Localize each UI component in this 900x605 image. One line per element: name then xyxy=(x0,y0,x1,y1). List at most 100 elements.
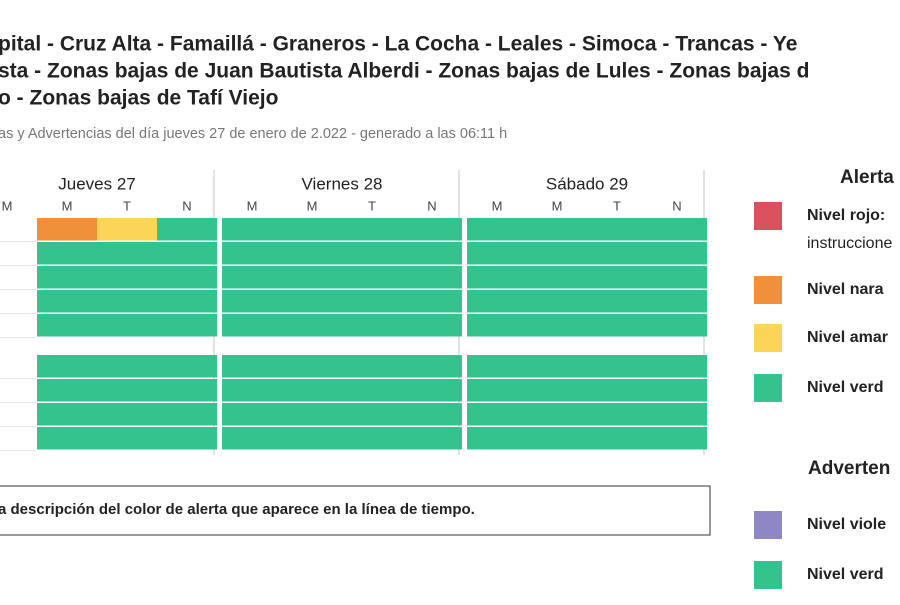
timeline-cell xyxy=(647,218,707,241)
timeline-cell xyxy=(97,290,157,313)
legend-swatch xyxy=(754,374,782,402)
timeline-cell xyxy=(647,403,707,426)
timeline-cell xyxy=(37,314,97,337)
legend-title: Adverten xyxy=(808,458,890,479)
timeline-cell xyxy=(222,290,282,313)
title-line: sta - Zonas bajas de Juan Bautista Alber… xyxy=(0,60,809,83)
timeline-cell xyxy=(342,314,402,337)
timeline-cell xyxy=(282,266,342,289)
timeline-cell xyxy=(402,242,462,265)
period-label: M xyxy=(247,198,258,213)
timeline-cell xyxy=(402,403,462,426)
timeline-cell xyxy=(342,427,402,450)
title-line: o - Zonas bajas de Tafí Viejo xyxy=(0,87,278,110)
timeline-cell xyxy=(527,379,587,402)
timeline-cell xyxy=(587,379,647,402)
timeline-cell xyxy=(402,218,462,241)
timeline-cell xyxy=(157,290,217,313)
timeline-cell xyxy=(37,266,97,289)
timeline-cell xyxy=(157,242,217,265)
timeline-cell xyxy=(222,379,282,402)
timeline-cell xyxy=(37,218,97,241)
timeline-cell xyxy=(342,242,402,265)
timeline-cell xyxy=(342,290,402,313)
timeline-cell xyxy=(467,427,527,450)
timeline-cell xyxy=(282,427,342,450)
timeline-cell xyxy=(37,355,97,378)
timeline-cell xyxy=(37,427,97,450)
timeline-cell xyxy=(157,427,217,450)
timeline-cell xyxy=(342,266,402,289)
timeline-cell xyxy=(587,427,647,450)
timeline-cell xyxy=(402,314,462,337)
timeline-cell xyxy=(527,266,587,289)
timeline-cell xyxy=(97,314,157,337)
timeline-cell xyxy=(527,427,587,450)
timeline-cell xyxy=(157,314,217,337)
timeline-cell xyxy=(282,218,342,241)
timeline-cell xyxy=(282,290,342,313)
legend-swatch xyxy=(754,511,782,539)
timeline-cell xyxy=(467,314,527,337)
timeline-cell xyxy=(97,218,157,241)
timeline-cell xyxy=(97,355,157,378)
period-label: N xyxy=(427,198,436,213)
period-label: M xyxy=(62,198,73,213)
timeline-cell xyxy=(282,355,342,378)
timeline-cell xyxy=(342,218,402,241)
timeline-cell xyxy=(467,355,527,378)
timeline-cell xyxy=(527,403,587,426)
timeline-cell xyxy=(222,314,282,337)
timeline-cell xyxy=(97,242,157,265)
timeline-cell xyxy=(222,427,282,450)
timeline-cell xyxy=(467,403,527,426)
timeline-cell xyxy=(647,290,707,313)
timeline-cell xyxy=(222,355,282,378)
timeline-cell xyxy=(587,403,647,426)
legend-title: Alerta xyxy=(840,167,894,188)
period-label: M xyxy=(552,198,563,213)
period-label: T xyxy=(613,198,621,213)
timeline-cell xyxy=(157,403,217,426)
legend-label: Nivel viole xyxy=(807,516,886,533)
timeline-cell xyxy=(402,379,462,402)
period-label: M xyxy=(307,198,318,213)
title-line: pital - Cruz Alta - Famaillá - Graneros … xyxy=(0,33,797,56)
legend-label: Nivel verd xyxy=(807,566,883,583)
timeline-cell xyxy=(157,266,217,289)
timeline-cell xyxy=(647,427,707,450)
legend-swatch xyxy=(754,324,782,352)
day-label: Sábado 29 xyxy=(546,174,628,193)
legend-swatch xyxy=(754,276,782,304)
timeline-cell xyxy=(222,266,282,289)
period-label: M xyxy=(2,198,13,213)
timeline-cell xyxy=(587,218,647,241)
legend-label: Nivel rojo: xyxy=(807,207,885,224)
timeline-cell xyxy=(647,314,707,337)
period-label: N xyxy=(672,198,681,213)
timeline-cell xyxy=(97,403,157,426)
legend-label: Nivel amar xyxy=(807,329,888,346)
legend-label: Nivel nara xyxy=(807,281,884,298)
timeline-cell xyxy=(467,290,527,313)
timeline-cell xyxy=(587,355,647,378)
period-label: T xyxy=(368,198,376,213)
timeline-cell xyxy=(647,266,707,289)
period-label: N xyxy=(182,198,191,213)
timeline-cell xyxy=(402,427,462,450)
legend-label: Nivel verd xyxy=(807,379,883,396)
timeline-cell xyxy=(37,242,97,265)
timeline-cell xyxy=(527,290,587,313)
period-label: T xyxy=(123,198,131,213)
timeline-cell xyxy=(282,403,342,426)
timeline-cell xyxy=(97,427,157,450)
timeline-cell xyxy=(157,218,217,241)
timeline-cell xyxy=(587,242,647,265)
note-box xyxy=(0,485,711,536)
timeline-cell xyxy=(342,379,402,402)
day-label: Viernes 28 xyxy=(302,174,383,193)
timeline-cell xyxy=(37,379,97,402)
timeline-cell xyxy=(527,242,587,265)
timeline-cell xyxy=(527,314,587,337)
